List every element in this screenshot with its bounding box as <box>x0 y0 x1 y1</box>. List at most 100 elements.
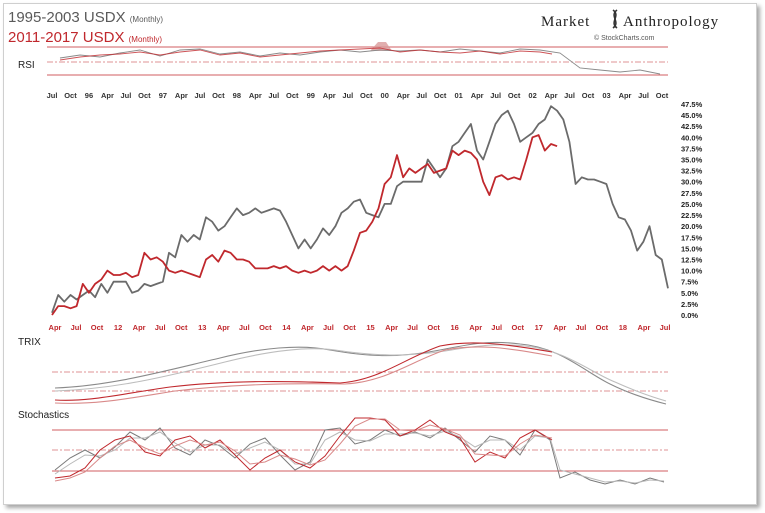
top-x-tick-label: Jul <box>638 91 649 100</box>
bottom-x-tick-label: Oct <box>596 323 609 332</box>
bottom-x-tick-label: Oct <box>343 323 356 332</box>
bottom-x-tick-label: Jul <box>239 323 250 332</box>
title-1995-2003: 1995-2003 USDX (Monthly) <box>8 9 163 26</box>
y-tick-label: 35.0% <box>681 156 703 165</box>
bottom-x-tick-label: Jul <box>155 323 166 332</box>
rsi-panel: RSI <box>18 42 668 76</box>
stoch-gray-signal-line <box>54 430 665 484</box>
y-tick-label: 45.0% <box>681 111 703 120</box>
stochastics-label: Stochastics <box>18 410 69 421</box>
top-x-tick-label: Jul <box>342 91 353 100</box>
top-x-tick-label: 99 <box>307 91 315 100</box>
y-tick-label: 15.0% <box>681 244 703 253</box>
top-x-tick-label: 00 <box>381 91 389 100</box>
bottom-x-tick-label: Jul <box>660 323 671 332</box>
top-x-tick-label: Jul <box>564 91 575 100</box>
rsi-red-line <box>59 47 553 61</box>
top-x-tick-label: 98 <box>233 91 241 100</box>
bottom-x-tick-label: 14 <box>282 323 291 332</box>
trix-gray-line <box>54 341 667 405</box>
bottom-x-tick-label: Apr <box>133 323 146 332</box>
stockcharts-credit: © StockCharts.com <box>594 34 655 42</box>
trix-label: TRIX <box>18 337 41 348</box>
y-tick-label: 17.5% <box>681 233 703 242</box>
top-x-tick-label: Oct <box>64 91 77 100</box>
y-tick-label: 20.0% <box>681 222 703 231</box>
bottom-x-tick-label: Oct <box>427 323 440 332</box>
dna-logo-icon <box>612 9 618 29</box>
bottom-x-tick-label: Oct <box>259 323 272 332</box>
y-tick-label: 0.0% <box>681 311 698 320</box>
y-tick-label: 7.5% <box>681 278 698 287</box>
y-tick-label: 2.5% <box>681 300 698 309</box>
top-x-tick-label: Apr <box>545 91 558 100</box>
bottom-x-tick-label: Apr <box>217 323 230 332</box>
stoch-red-signal-line <box>54 418 553 482</box>
y-tick-label: 40.0% <box>681 133 703 142</box>
bottom-x-tick-label: Oct <box>512 323 525 332</box>
top-x-tick-label: Apr <box>175 91 188 100</box>
main-panel: 47.5% 45.0% 42.5% 40.0% 37.5% 35.0% 32.5% 30.0%… <box>51 100 703 320</box>
y-tick-label: 10.0% <box>681 267 703 276</box>
y-tick-label: 42.5% <box>681 122 703 131</box>
y-axis: 47.5% 45.0% 42.5% 40.0% 37.5% 35.0% 32.5% 30.0%… <box>681 100 703 320</box>
brand-market: Market <box>541 14 590 30</box>
top-x-tick-label: 02 <box>528 91 536 100</box>
stoch-gray-line <box>54 427 665 485</box>
top-x-tick-label: Jul <box>47 91 58 100</box>
chart-frame <box>3 3 757 505</box>
bottom-x-tick-label: Apr <box>638 323 651 332</box>
y-tick-label: 5.0% <box>681 289 698 298</box>
bottom-x-tick-label: Oct <box>91 323 104 332</box>
y-tick-label: 30.0% <box>681 178 703 187</box>
bottom-x-tick-label: 15 <box>366 323 374 332</box>
top-x-tick-label: Oct <box>138 91 151 100</box>
trix-red-signal-line <box>54 346 553 404</box>
stoch-red-line <box>54 417 553 479</box>
top-x-tick-label: 01 <box>454 91 462 100</box>
top-x-tick-label: 97 <box>159 91 167 100</box>
bottom-x-tick-label: Apr <box>469 323 482 332</box>
rsi-gray-line <box>59 48 661 75</box>
trix-panel: TRIX <box>18 337 668 405</box>
top-x-tick-label: Jul <box>121 91 132 100</box>
y-tick-label: 27.5% <box>681 189 703 198</box>
bottom-x-axis: Apr Jul Oct 12 Apr Jul Oct 13 Apr Jul Oct 14 Apr Jul O… <box>49 323 671 332</box>
bottom-x-tick-label: Apr <box>49 323 62 332</box>
bottom-x-tick-label: Jul <box>323 323 334 332</box>
bottom-x-tick-label: Jul <box>491 323 502 332</box>
top-x-tick-label: Jul <box>194 91 205 100</box>
bottom-x-tick-label: 16 <box>450 323 458 332</box>
trix-red-line <box>54 342 553 401</box>
usdx-1995-2003-line <box>51 105 669 314</box>
y-tick-label: 12.5% <box>681 255 703 264</box>
bottom-x-tick-label: Oct <box>175 323 188 332</box>
bottom-x-tick-label: Jul <box>71 323 82 332</box>
bottom-x-tick-label: Apr <box>553 323 566 332</box>
trix-gray-signal-line <box>54 344 667 402</box>
y-tick-label: 47.5% <box>681 100 703 109</box>
y-tick-label: 37.5% <box>681 144 703 153</box>
top-x-axis: Jul Oct 96 Apr Jul Oct 97 Apr Jul Oct 98 Apr Jul Oct 9… <box>47 91 669 100</box>
title-2011-2017: 2011-2017 USDX (Monthly) <box>8 29 162 46</box>
top-x-tick-label: Apr <box>397 91 410 100</box>
bottom-x-tick-label: Apr <box>301 323 314 332</box>
top-x-tick-label: Oct <box>656 91 669 100</box>
top-x-tick-label: 03 <box>602 91 610 100</box>
bottom-x-tick-label: 17 <box>535 323 543 332</box>
y-tick-label: 25.0% <box>681 200 703 209</box>
top-x-tick-label: Oct <box>212 91 225 100</box>
bottom-x-tick-label: 13 <box>198 323 206 332</box>
top-x-tick-label: 96 <box>85 91 93 100</box>
bottom-x-tick-label: Jul <box>407 323 418 332</box>
top-x-tick-label: Apr <box>471 91 484 100</box>
bottom-x-tick-label: 12 <box>114 323 122 332</box>
y-tick-label: 22.5% <box>681 211 703 220</box>
top-x-tick-label: Oct <box>360 91 373 100</box>
usdx-2011-2017-line <box>51 134 558 316</box>
top-x-tick-label: Oct <box>434 91 447 100</box>
top-x-tick-label: Oct <box>582 91 595 100</box>
top-x-tick-label: Oct <box>286 91 299 100</box>
top-x-tick-label: Oct <box>508 91 521 100</box>
stochastics-panel: Stochastics <box>18 410 668 485</box>
